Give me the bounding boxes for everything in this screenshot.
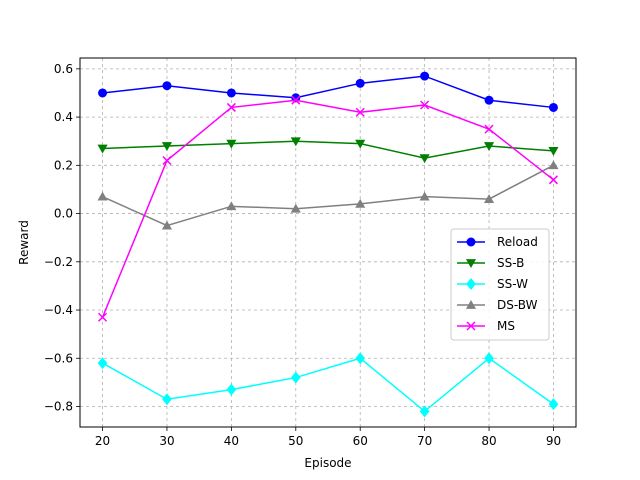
data-point-ss-w bbox=[226, 383, 237, 396]
data-point-ds-bw bbox=[355, 198, 366, 208]
legend-marker-ss-w bbox=[466, 278, 476, 290]
axes: 20 30 40 50 60 70 80 90 −0.8 −0.6 −0.4 −0.2 0.0 0.2 0.… bbox=[44, 62, 561, 448]
data-point-ms bbox=[98, 312, 108, 322]
data-point-ss-b bbox=[355, 139, 366, 149]
y-tick-label: 0.6 bbox=[54, 62, 73, 76]
y-tick-label: −0.6 bbox=[44, 351, 73, 365]
legend: Reload SS-B SS-W DS-BW MS bbox=[450, 228, 550, 341]
data-point-ss-b bbox=[548, 146, 559, 156]
data-point-reload bbox=[226, 88, 236, 98]
data-point-ss-b bbox=[290, 137, 301, 147]
x-tick-label: 20 bbox=[95, 434, 110, 448]
plot-frame bbox=[79, 57, 577, 428]
legend-item-ms: MS bbox=[457, 319, 515, 333]
data-point-ms bbox=[226, 102, 236, 112]
legend-marker-ms bbox=[466, 321, 476, 331]
series-reload bbox=[98, 71, 558, 112]
data-point-ss-b bbox=[483, 142, 495, 152]
series-line-reload bbox=[102, 75, 554, 109]
data-point-ds-bw bbox=[161, 220, 173, 230]
data-point-ms bbox=[484, 124, 494, 134]
data-point-ds-bw bbox=[419, 191, 430, 201]
legend-item-ds-bw: DS-BW bbox=[457, 298, 538, 312]
series-line-ds-bw bbox=[102, 164, 554, 227]
legend-box bbox=[450, 228, 550, 341]
legend-marker-ss-b bbox=[465, 259, 477, 268]
y-tick-label: 0.4 bbox=[54, 110, 73, 124]
legend-label-ds-bw: DS-BW bbox=[497, 298, 538, 312]
x-axis-label: Episode bbox=[304, 456, 351, 470]
legend-label-reload: Reload bbox=[497, 235, 538, 249]
x-tick-label: 80 bbox=[481, 434, 496, 448]
data-point-reload bbox=[355, 78, 365, 88]
data-point-ss-b bbox=[419, 154, 430, 164]
data-point-ss-w bbox=[419, 405, 430, 418]
x-tick-label: 50 bbox=[288, 434, 303, 448]
data-point-ds-bw bbox=[226, 201, 237, 211]
y-tick-label: 0.0 bbox=[54, 207, 73, 221]
data-point-ms bbox=[420, 100, 430, 110]
legend-item-ss-w: SS-W bbox=[457, 277, 528, 291]
series-line-ss-w bbox=[102, 357, 554, 413]
data-point-ss-b bbox=[97, 144, 108, 154]
data-point-reload bbox=[162, 81, 172, 91]
data-point-ss-w bbox=[548, 398, 559, 411]
data-point-ms bbox=[355, 107, 365, 117]
x-tick-label: 40 bbox=[224, 434, 239, 448]
data-point-reload bbox=[420, 71, 430, 81]
legend-marker-reload bbox=[466, 237, 476, 247]
y-axis-label: Reward bbox=[17, 220, 31, 265]
data-point-reload bbox=[98, 88, 108, 98]
legend-item-reload: Reload bbox=[457, 235, 538, 249]
x-tick-label: 60 bbox=[353, 434, 368, 448]
data-point-ss-w bbox=[484, 352, 494, 365]
data-point-ss-w bbox=[97, 357, 108, 370]
series-line-ms bbox=[101, 99, 554, 318]
series-ds-bw bbox=[97, 160, 559, 230]
x-tick-label: 90 bbox=[546, 434, 561, 448]
data-point-ss-w bbox=[162, 393, 172, 406]
y-tick-label: 0.2 bbox=[54, 158, 73, 172]
data-point-ms bbox=[291, 95, 301, 105]
x-tick-label: 30 bbox=[159, 434, 174, 448]
data-point-ss-b bbox=[226, 139, 237, 149]
data-point-reload bbox=[548, 102, 558, 112]
data-point-ms bbox=[548, 175, 558, 185]
grid bbox=[80, 58, 576, 427]
legend-label-ss-b: SS-B bbox=[497, 256, 524, 270]
series-line-ss-b bbox=[102, 140, 554, 159]
series-ms bbox=[98, 95, 558, 322]
legend-marker-ds-bw bbox=[465, 300, 477, 309]
data-point-ds-bw bbox=[548, 160, 559, 170]
legend-label-ms: MS bbox=[497, 319, 515, 333]
x-tick-label: 70 bbox=[417, 434, 432, 448]
data-point-ss-w bbox=[355, 352, 366, 365]
data-point-ds-bw bbox=[290, 203, 301, 213]
data-point-ss-b bbox=[161, 142, 173, 152]
data-point-ss-w bbox=[290, 371, 301, 384]
series-ss-w bbox=[97, 352, 559, 418]
legend-item-ss-b: SS-B bbox=[457, 256, 524, 270]
y-tick-label: −0.4 bbox=[44, 303, 73, 317]
series-ss-b bbox=[97, 137, 559, 164]
y-tick-label: −0.8 bbox=[44, 400, 73, 414]
y-tick-label: −0.2 bbox=[44, 255, 73, 269]
legend-label-ss-w: SS-W bbox=[497, 277, 528, 291]
series-group bbox=[97, 71, 559, 418]
data-point-ms bbox=[162, 155, 172, 166]
data-point-reload bbox=[484, 95, 494, 105]
data-point-ds-bw bbox=[97, 191, 108, 201]
data-point-ds-bw bbox=[483, 194, 495, 203]
